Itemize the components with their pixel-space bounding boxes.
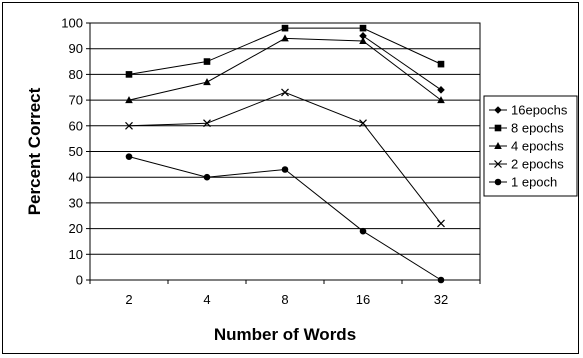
point-circle: [437, 276, 445, 284]
point-square: [203, 58, 211, 65]
y-tick-label: 30: [69, 195, 83, 210]
point-square: [494, 124, 502, 132]
point-triangle: [359, 36, 367, 44]
x-axis-ticks: 2 4 8 16 32: [89, 280, 481, 307]
point-square: [437, 60, 445, 68]
point-diamond: [437, 86, 445, 94]
point-circle: [203, 173, 211, 181]
gridlines: [90, 22, 480, 281]
series-line: [128, 156, 442, 281]
legend-label: 8 epochs: [511, 121, 564, 136]
point-triangle: [437, 96, 445, 104]
series-4-epochs: [125, 34, 445, 104]
point-x: [125, 121, 133, 130]
x-axis-title: Number of Words: [214, 325, 356, 344]
y-tick-label: 60: [69, 118, 83, 133]
point-x: [359, 119, 367, 128]
chart-frame: [2, 2, 579, 354]
y-tick-label: 80: [69, 67, 83, 82]
point-diamond: [494, 106, 502, 114]
x-tick-label: 16: [356, 292, 370, 307]
point-x: [437, 219, 445, 228]
legend-item: 8 epochs: [489, 121, 564, 136]
point-circle: [359, 227, 367, 235]
point-triangle: [494, 142, 502, 149]
legend-label: 16epochs: [511, 103, 568, 118]
y-tick-label: 70: [69, 93, 83, 108]
y-tick-label: 20: [69, 221, 83, 236]
point-x: [203, 119, 211, 128]
series-line: [128, 91, 442, 224]
x-tick-label: 8: [281, 292, 288, 307]
series-8-epochs: [125, 24, 445, 78]
point-circle: [494, 178, 502, 186]
series-16epochs: [359, 32, 445, 94]
x-tick-label: 2: [125, 292, 132, 307]
legend-label: 2 epochs: [511, 157, 564, 172]
point-square: [125, 71, 133, 78]
point-triangle: [125, 96, 133, 104]
x-tick-label: 32: [434, 292, 448, 307]
point-square: [359, 24, 367, 32]
legend-label: 1 epoch: [511, 175, 557, 190]
point-diamond: [359, 32, 367, 40]
point-triangle: [281, 34, 289, 42]
legend: 16epochs 8 epochs 4 epochs 2 epochs 1 epoch: [483, 95, 578, 197]
legend-label: 4 epochs: [511, 139, 564, 154]
legend-item: 1 epoch: [489, 175, 557, 190]
y-tick-label: 0: [76, 273, 83, 288]
legend-item: 2 epochs: [489, 157, 564, 172]
point-x: [494, 160, 502, 168]
series-line: [362, 35, 442, 91]
point-x: [281, 88, 289, 97]
series-1-epoch: [125, 153, 445, 284]
legend-item: 4 epochs: [489, 139, 564, 154]
y-axis-title: Percent Correct: [25, 87, 44, 215]
y-tick-label: 40: [69, 170, 83, 185]
y-tick-label: 90: [69, 41, 83, 56]
point-triangle: [203, 78, 211, 86]
point-circle: [125, 153, 133, 160]
series-line: [128, 37, 442, 101]
x-tick-label: 4: [203, 292, 210, 307]
series-lines: [125, 24, 445, 284]
y-tick-label: 100: [61, 16, 83, 31]
y-tick-label: 10: [69, 247, 83, 262]
y-tick-label: 50: [69, 144, 83, 159]
legend-item: 16epochs: [489, 103, 568, 118]
y-axis-ticks: 0 10 20 30 40 50 60 70 80 90 100: [61, 16, 90, 288]
series-2-epochs: [125, 88, 445, 228]
point-circle: [281, 166, 289, 173]
point-square: [281, 24, 289, 32]
